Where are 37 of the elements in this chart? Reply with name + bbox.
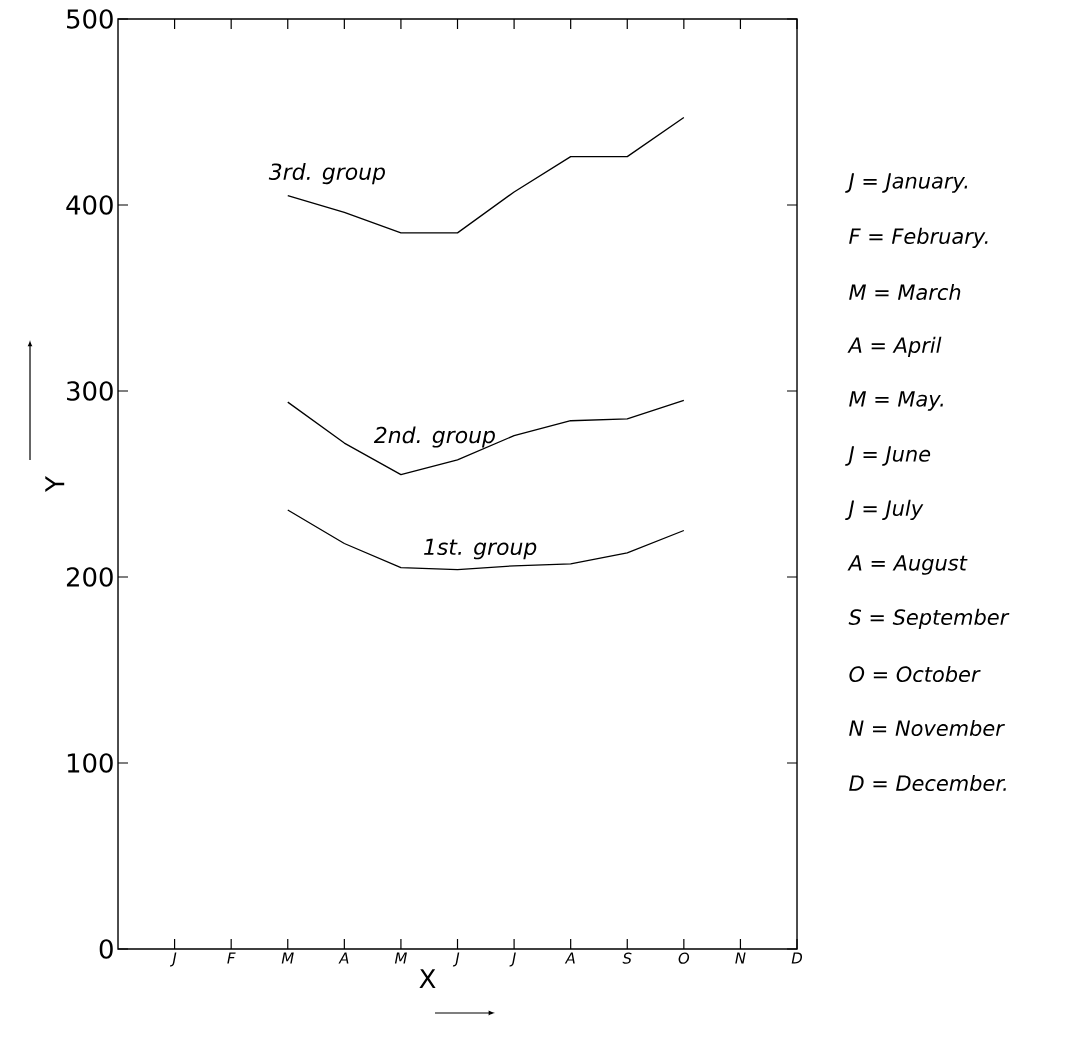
series-label: 1st. group (424, 538, 537, 560)
text: A = August (847, 555, 968, 575)
text: J = July (845, 499, 924, 521)
text: A = April (847, 336, 942, 358)
y-tick-label: 300 (67, 381, 113, 401)
text: J = January. (845, 173, 968, 193)
y-tick-label: 200 (66, 567, 113, 587)
x-tick-label: F (227, 952, 236, 964)
x-tick-label: A (338, 952, 349, 964)
y-tick-label: 0 (99, 939, 113, 959)
x-tick-label: N (735, 952, 746, 964)
text: F = February. (849, 227, 988, 249)
x-tick-label: M (394, 952, 407, 964)
y-tick-label: 500 (67, 9, 113, 29)
text: M = March (849, 283, 961, 301)
x-tick-label: S (622, 952, 632, 964)
series-label: 2nd. group (373, 426, 495, 448)
series-label: 3rd. group (268, 163, 385, 185)
x-tick-label: A (564, 952, 575, 964)
line-series (287, 509, 685, 571)
text: S = September (848, 608, 1010, 630)
text: D = December. (849, 774, 1006, 792)
text: M = May. (849, 391, 943, 411)
text: N = November (849, 719, 1005, 737)
text: J = June (845, 446, 931, 466)
x-tick-label: J (452, 952, 460, 967)
x-tick-label: D (791, 952, 803, 964)
x-tick-label: J (509, 952, 516, 967)
y-axis-title: Y (45, 476, 65, 492)
x-tick-label: M (281, 952, 294, 964)
y-tick-label: 400 (66, 195, 113, 215)
x-tick-label: J (169, 952, 177, 967)
x-tick-label: O (678, 952, 690, 964)
line-series (287, 399, 685, 476)
y-tick-label: 100 (67, 753, 113, 773)
text: O = October (849, 665, 981, 683)
x-axis-title: X (419, 969, 436, 989)
